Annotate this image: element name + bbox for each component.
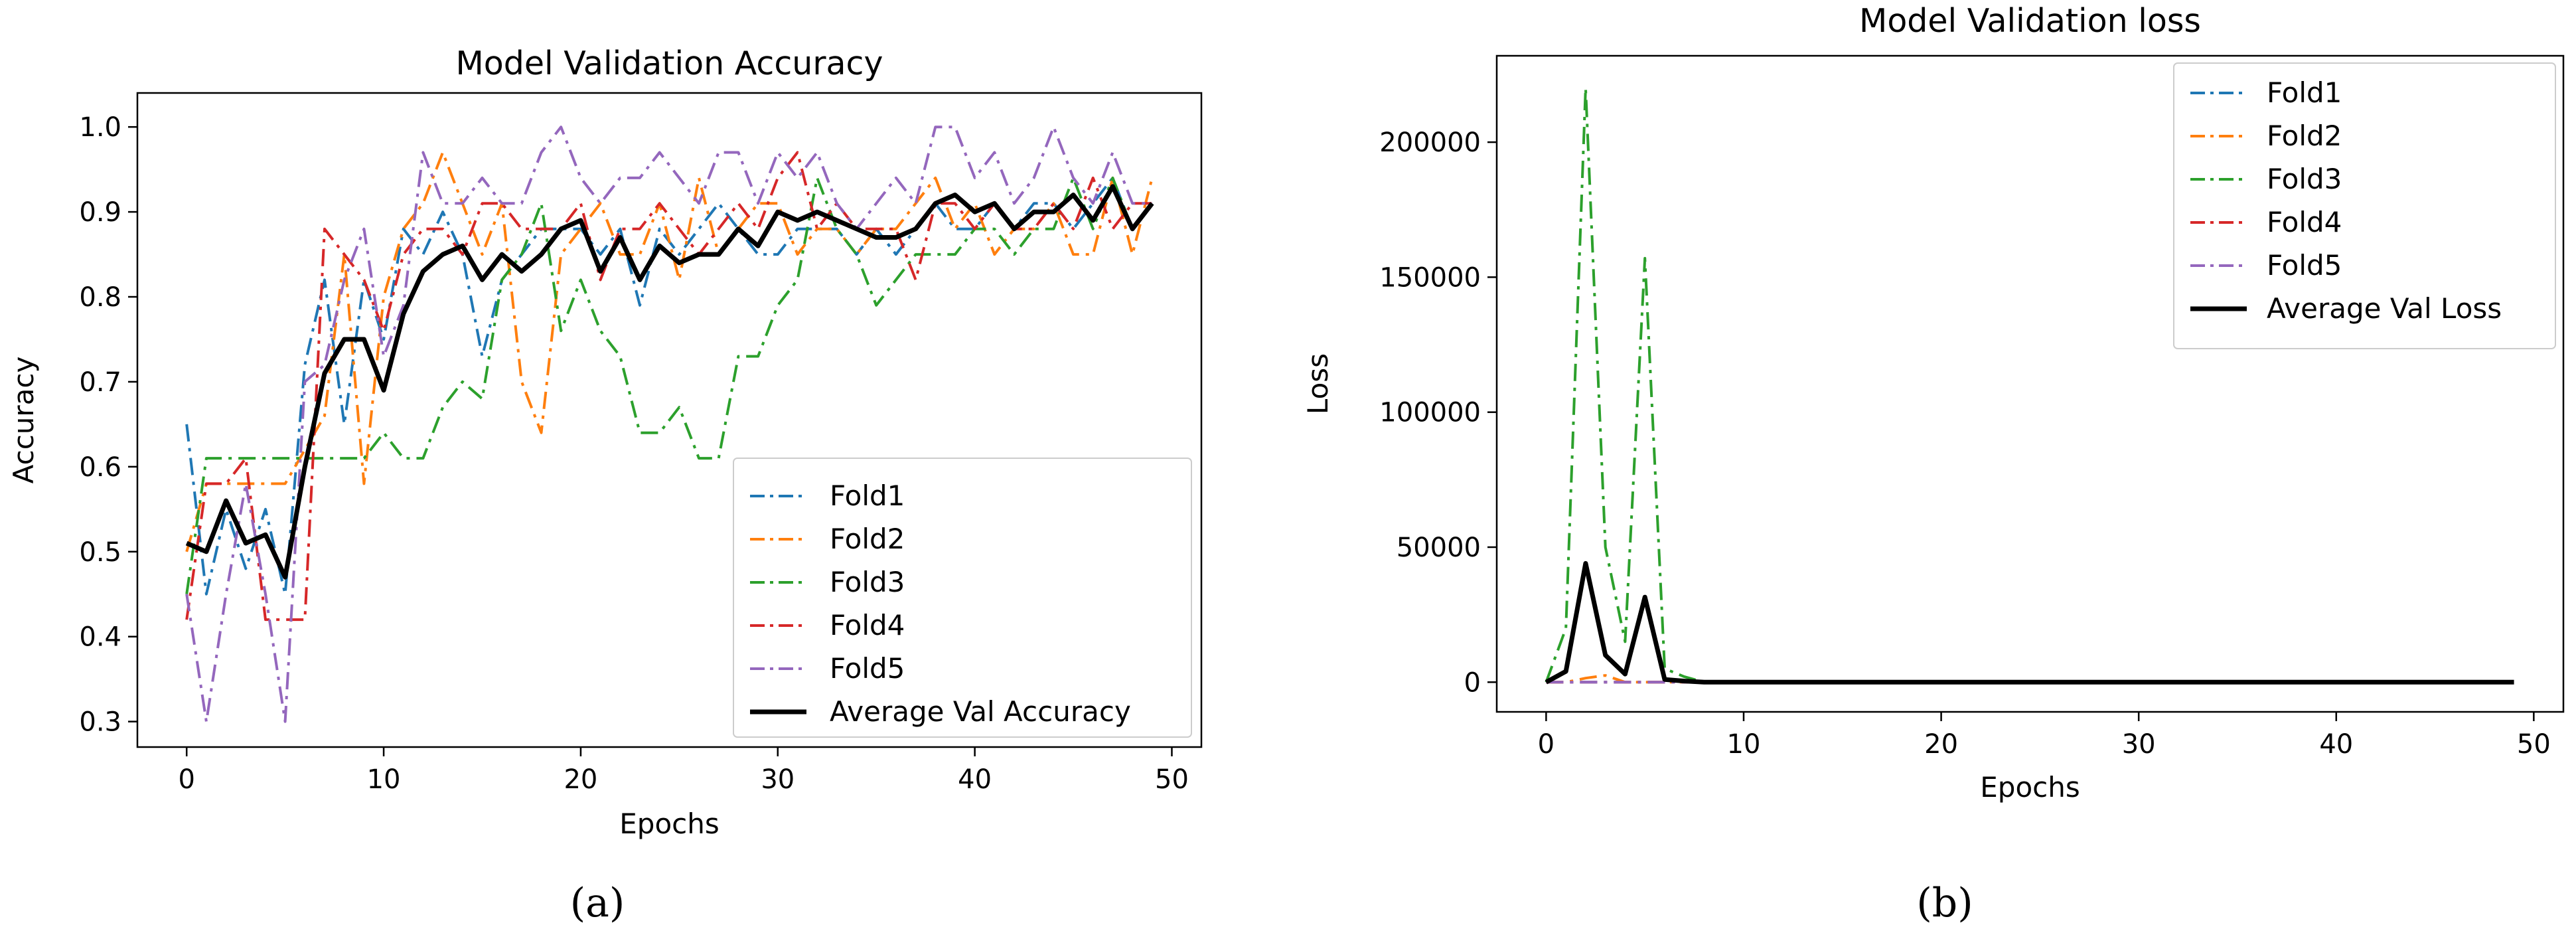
legend-entry: Fold5 <box>2267 249 2342 282</box>
series-line-5 <box>185 126 1152 723</box>
x-tick-label: 20 <box>564 764 597 795</box>
series-line-2 <box>185 151 1154 552</box>
x-tick-label: 10 <box>367 764 401 795</box>
y-axis-label: Accuracy <box>7 357 40 484</box>
y-tick-label: 150000 <box>1379 262 1481 293</box>
x-axis-label: Epochs <box>1980 771 2080 804</box>
plot-frame <box>136 92 1203 748</box>
x-axis-label: Epochs <box>619 807 720 840</box>
series-line-3 <box>185 176 1154 594</box>
figure-caption: (a) <box>570 880 625 926</box>
x-tick-label: 20 <box>1924 729 1958 760</box>
chart-title: Model Validation loss <box>1859 2 2201 40</box>
x-tick-label: 0 <box>178 764 194 795</box>
chart-title: Model Validation Accuracy <box>456 44 883 82</box>
legend-box <box>733 458 1192 738</box>
legend-entry: Fold4 <box>830 609 905 641</box>
x-tick-label: 10 <box>1727 729 1761 760</box>
y-tick-label: 200000 <box>1379 127 1481 158</box>
legend-entry: Average Val Loss <box>2267 292 2502 325</box>
loss-chart: Model Validation loss 0 10 20 30 40 50 0 50000 10… <box>1302 2 2565 926</box>
legend-entry: Fold3 <box>830 566 905 598</box>
x-tick-label: 50 <box>2517 729 2551 760</box>
plot-frame <box>1495 54 2565 713</box>
y-tick-label: 0.9 <box>79 197 121 228</box>
y-tick-label: 50000 <box>1397 533 1481 563</box>
y-tick-label: 0.7 <box>79 367 121 398</box>
y-tick-label: 0.6 <box>79 452 121 483</box>
x-tick-label: 30 <box>2122 729 2156 760</box>
y-tick-label: 0 <box>1464 667 1481 698</box>
legend-entry: Fold3 <box>2267 163 2342 195</box>
legend-entry: Fold1 <box>830 479 905 512</box>
legend-entry: Average Val Accuracy <box>830 695 1131 728</box>
y-tick-label: 0.4 <box>79 622 121 653</box>
y-tick-label: 1.0 <box>79 112 121 143</box>
figure-caption: (b) <box>1916 880 1973 926</box>
x-tick-label: 30 <box>761 764 795 795</box>
y-tick-label: 100000 <box>1379 398 1481 428</box>
y-tick-label: 0.8 <box>79 282 121 313</box>
legend-entry: Fold4 <box>2267 206 2342 238</box>
series-line-6 <box>185 184 1154 580</box>
legend-entry: Fold2 <box>830 523 905 555</box>
legend-entry: Fold5 <box>830 652 905 685</box>
legend-entry: Fold2 <box>2267 120 2342 152</box>
x-tick-label: 50 <box>1155 764 1189 795</box>
legend-box <box>2173 62 2556 349</box>
y-axis-label: Loss <box>1302 353 1334 414</box>
x-tick-label: 40 <box>958 764 992 795</box>
y-tick-label: 0.3 <box>79 707 121 738</box>
series-line-6 <box>1545 560 2514 685</box>
legend-entry: Fold1 <box>2267 76 2342 109</box>
series-line-4 <box>185 151 1152 622</box>
x-tick-label: 0 <box>1538 729 1554 760</box>
x-tick-label: 40 <box>2319 729 2353 760</box>
y-tick-label: 0.5 <box>79 537 121 568</box>
accuracy-chart: Model Validation Accuracy 0 10 20 30 40 50 0.3 0… <box>7 44 1203 926</box>
